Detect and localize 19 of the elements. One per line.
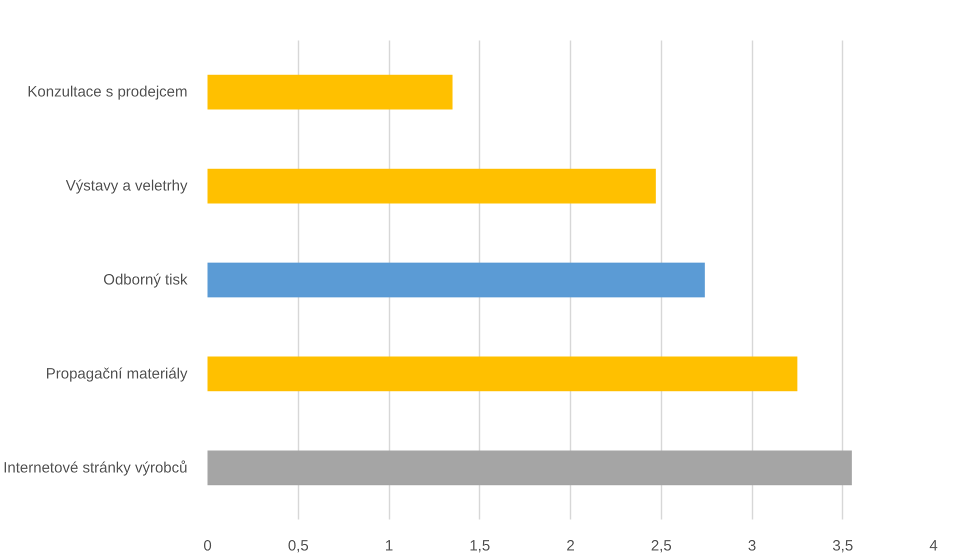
x-tick-label: 1,5 [469,538,490,554]
bar [208,262,705,298]
y-tick-label: Propagační materiály [46,365,188,382]
y-tick-label: Internetové stránky výrobců [3,459,188,476]
x-tick-label: 4 [929,538,938,554]
y-tick-label: Konzultace s prodejcem [27,84,188,101]
x-tick-label: 3,5 [832,538,854,554]
bar [208,450,852,486]
bar [208,168,656,204]
bar [208,74,453,110]
y-tick-label: Výstavy a veletrhy [66,178,188,195]
x-tick-label: 0 [203,538,212,554]
bar [208,356,798,392]
x-tick-label: 2,5 [650,538,672,554]
x-tick-label: 0,5 [288,538,309,554]
x-tick-label: 3 [748,538,756,554]
x-tick-label: 1 [384,538,394,554]
y-tick-label: Odborný tisk [103,272,188,288]
x-tick-label: 2 [566,538,575,554]
